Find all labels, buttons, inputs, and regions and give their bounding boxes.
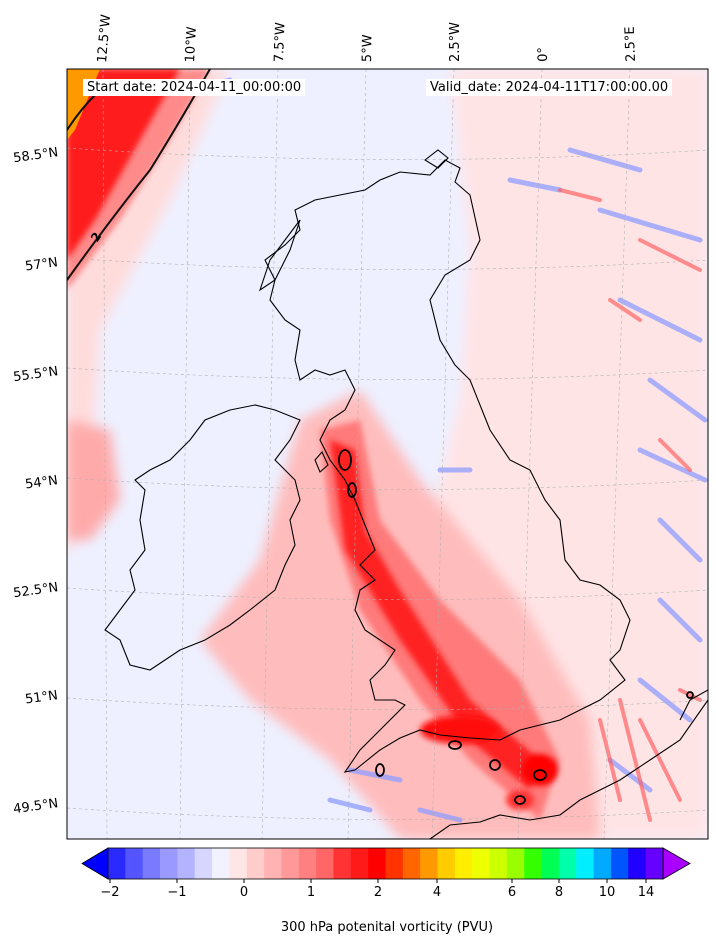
colorbar-swatch [246, 848, 265, 879]
colorbar-swatch [108, 848, 126, 879]
colorbar-swatch [281, 848, 300, 879]
colorbar-tick-label: −2 [100, 885, 120, 900]
lon-label: 0° [535, 46, 551, 62]
colorbar-swatch [229, 848, 248, 879]
colorbar-tick-label: 6 [507, 885, 517, 900]
colorbar-swatch [645, 848, 664, 879]
colorbar-swatch [454, 848, 473, 879]
lon-label: 2.5°W [448, 21, 463, 62]
hebrides-coast [258, 219, 301, 292]
colorbar-swatch [125, 848, 144, 879]
colorbar-swatch [628, 848, 647, 879]
colorbar-swatch [593, 848, 612, 879]
colorbar-frame [107, 847, 664, 880]
positive-pv-streaks [558, 188, 702, 822]
map-area [67, 69, 708, 839]
pv-spot [420, 716, 500, 744]
pv2-contour [67, 69, 211, 281]
colorbar-swatch [558, 848, 577, 879]
colorbar [81, 847, 691, 883]
lon-label: 7.5°W [272, 21, 289, 63]
ireland-coast [104, 404, 301, 671]
france-coast [429, 699, 708, 839]
colorbar-swatch [524, 848, 543, 879]
colorbar-swatch [316, 848, 334, 879]
colorbar-swatch [437, 848, 456, 879]
colorbar-tick-label: −1 [167, 885, 187, 900]
colorbar-swatch [576, 848, 595, 879]
colorbar-swatch [350, 848, 369, 879]
colorbar-swatch [420, 848, 439, 879]
colorbar-tick-label: 1 [306, 885, 316, 900]
colorbar-swatch [368, 848, 386, 879]
lon-label: 2.5°E [622, 26, 639, 62]
map-frame [66, 68, 709, 840]
colorbar-swatch [212, 848, 230, 879]
colorbar-tick-label: 10 [598, 885, 616, 900]
colorbar-swatch [402, 848, 421, 879]
start-date-label: Start date: 2024-04-11_00:00:00 [83, 79, 306, 96]
negative-pv-streaks [187, 77, 708, 823]
colorbar-swatch [333, 848, 352, 879]
colorbar-tick-label: 14 [637, 885, 655, 900]
orkney-coast [424, 149, 449, 169]
coastlines [104, 149, 708, 839]
colorbar-swatch [142, 848, 161, 879]
colorbar-swatch [194, 848, 213, 879]
colorbar-tick-label: 0 [239, 885, 249, 900]
colorbar-swatch [385, 848, 404, 879]
valid-date-label: Valid_date: 2024-04-11T17:00:00.00 [426, 79, 673, 96]
graticule [67, 69, 708, 839]
colorbar-swatch [298, 848, 317, 879]
pv-anomaly-northwest-core [67, 69, 180, 260]
pv-spot [506, 790, 534, 810]
colorbar-swatch [264, 848, 282, 879]
colorbar-extend-high [662, 847, 691, 880]
isle-of-man-coast [314, 450, 329, 473]
continent-coast [679, 689, 708, 721]
pv2-small-contours [338, 449, 694, 805]
colorbar-swatch [160, 848, 178, 879]
colorbar-swatch [177, 848, 196, 879]
colorbar-swatch [506, 848, 525, 879]
colorbar-swatch [541, 848, 560, 879]
colorbar-tick-label: 2 [373, 885, 383, 900]
colorbar-tick-label: 4 [432, 885, 442, 900]
pv-band-central-core [330, 440, 540, 790]
great-britain-coast [264, 159, 631, 773]
colorbar-swatch [472, 848, 491, 879]
pv2-contour-2 [67, 94, 96, 131]
colorbar-label: 300 hPa potenital vorticity (PVU) [280, 920, 494, 935]
colorbar-swatch [489, 848, 508, 879]
colorbar-extend-low [81, 847, 109, 880]
lon-label: 5°W [360, 34, 376, 63]
colorbar-swatch [610, 848, 629, 879]
lon-label: 10°W [183, 26, 200, 63]
pv-band-central-inner [320, 420, 560, 820]
colorbar-tick-label: 8 [554, 885, 564, 900]
